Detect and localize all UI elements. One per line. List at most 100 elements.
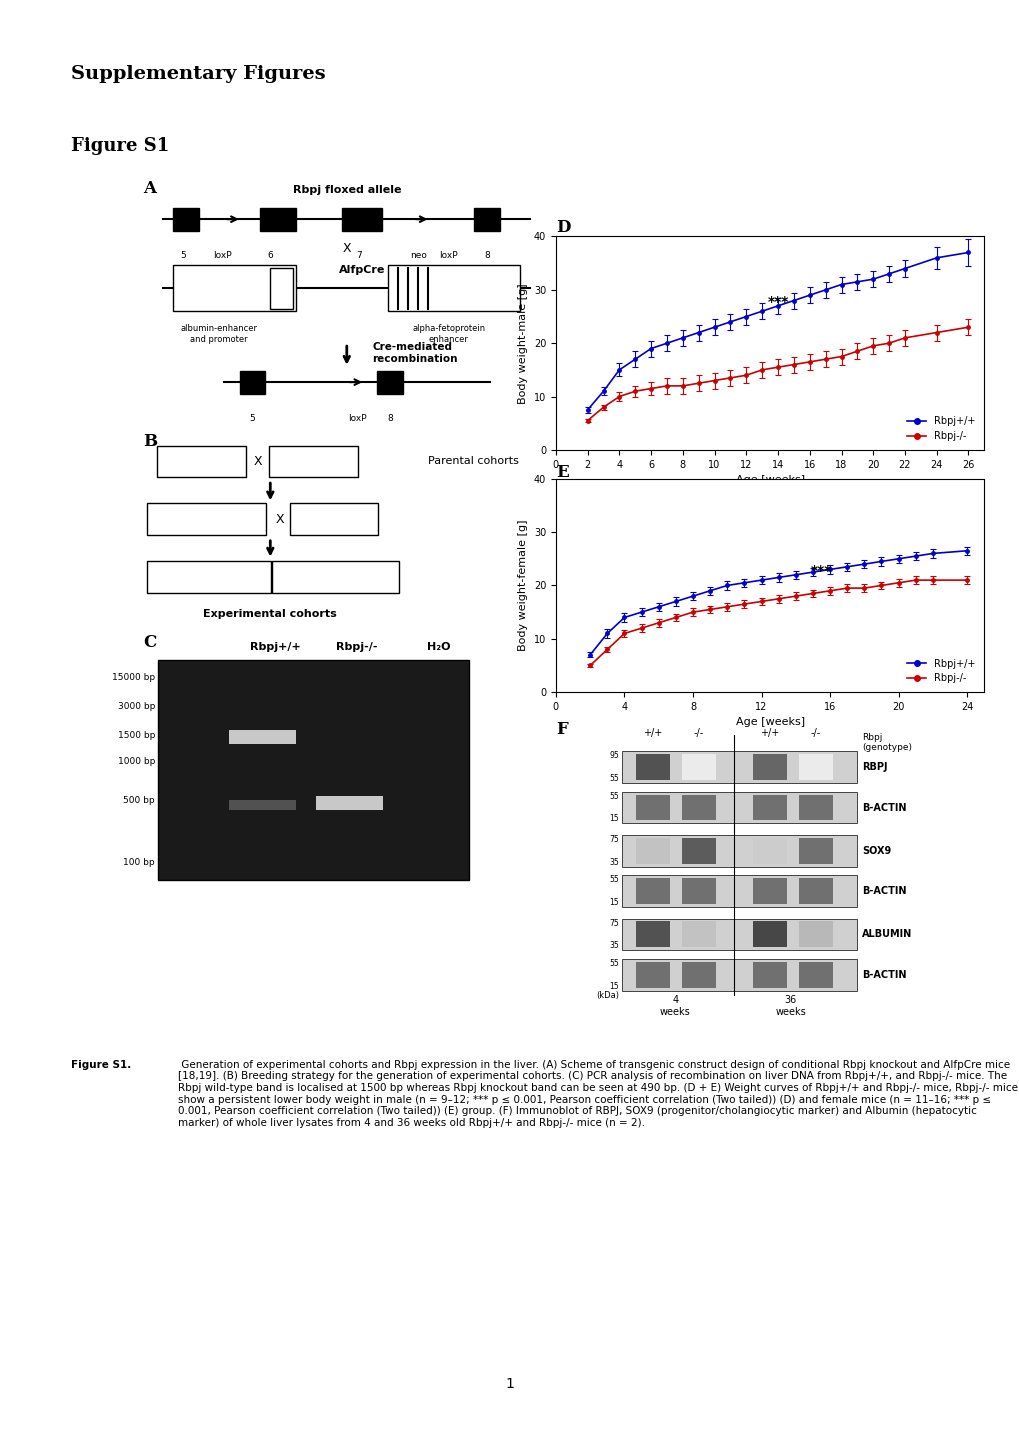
- Legend: Rbpj+/+, Rbpj-/-: Rbpj+/+, Rbpj-/-: [902, 655, 978, 688]
- Bar: [753, 795, 787, 820]
- Bar: [753, 754, 787, 780]
- FancyBboxPatch shape: [272, 561, 398, 593]
- Bar: [622, 792, 856, 823]
- Bar: [799, 921, 833, 947]
- Text: Generation of experimental cohorts and Rbpj expression in the liver. (A) Scheme : Generation of experimental cohorts and R…: [178, 1060, 1018, 1128]
- Text: 55: 55: [608, 875, 619, 884]
- Bar: [636, 795, 669, 820]
- Text: loxP: loxP: [439, 251, 458, 260]
- Bar: [622, 835, 856, 867]
- Bar: [474, 208, 499, 231]
- Text: SOX9: SOX9: [861, 846, 891, 855]
- Text: AlfpCre: AlfpCre: [338, 265, 385, 275]
- Text: Cre-mediated
recombination: Cre-mediated recombination: [372, 343, 458, 363]
- Text: A: A: [143, 180, 156, 198]
- Text: 1000 bp: 1000 bp: [117, 757, 155, 766]
- Text: X: X: [254, 454, 262, 469]
- Text: 100 bp: 100 bp: [123, 858, 155, 867]
- Y-axis label: Body weight-male [g]: Body weight-male [g]: [518, 283, 528, 404]
- Bar: [229, 730, 296, 744]
- X-axis label: Age [weeks]: Age [weeks]: [735, 476, 804, 485]
- FancyBboxPatch shape: [147, 503, 266, 535]
- Text: Supplementary Figures: Supplementary Figures: [71, 65, 326, 82]
- Text: X: X: [342, 241, 351, 255]
- Bar: [260, 208, 296, 231]
- Text: Experimental cohorts: Experimental cohorts: [203, 609, 337, 619]
- Bar: [239, 371, 265, 394]
- Bar: [799, 878, 833, 904]
- Bar: [682, 838, 715, 864]
- Text: albumin-enhancer
and promoter: albumin-enhancer and promoter: [180, 324, 258, 343]
- Bar: [799, 962, 833, 988]
- Bar: [173, 265, 296, 311]
- Bar: [387, 265, 520, 311]
- Bar: [636, 921, 669, 947]
- Legend: Rbpj+/+, Rbpj-/-: Rbpj+/+, Rbpj-/-: [902, 412, 978, 446]
- Text: 8: 8: [484, 251, 490, 260]
- Text: CRE: CRE: [274, 286, 288, 291]
- Text: 1500 bp: 1500 bp: [117, 731, 155, 740]
- Text: 75: 75: [608, 835, 619, 844]
- Text: B-ACTIN: B-ACTIN: [861, 887, 906, 895]
- Text: 3000 bp: 3000 bp: [117, 702, 155, 711]
- Bar: [377, 371, 403, 394]
- Bar: [636, 754, 669, 780]
- Text: 7: 7: [356, 251, 362, 260]
- Bar: [799, 795, 833, 820]
- Text: alpha-fetoprotein
enhancer: alpha-fetoprotein enhancer: [412, 324, 485, 343]
- Text: 500 bp: 500 bp: [123, 796, 155, 805]
- Text: 15: 15: [609, 815, 619, 823]
- Text: 35: 35: [608, 858, 619, 867]
- Bar: [622, 919, 856, 950]
- Text: 55: 55: [608, 959, 619, 968]
- Text: Figure S1: Figure S1: [71, 137, 169, 154]
- Text: Rbpj floxed allele: Rbpj floxed allele: [292, 185, 400, 195]
- Text: ***: ***: [766, 294, 788, 309]
- Text: 15: 15: [609, 898, 619, 907]
- Text: 15000 bp: 15000 bp: [112, 673, 155, 682]
- Text: Rbpj+/+: Rbpj+/+: [250, 642, 301, 652]
- Text: 55: 55: [608, 774, 619, 783]
- Text: ALBUMIN: ALBUMIN: [861, 930, 911, 939]
- Text: loxP: loxP: [213, 251, 231, 260]
- Text: Rbpj fl/fl: Rbpj fl/fl: [288, 457, 338, 466]
- Bar: [799, 838, 833, 864]
- Bar: [636, 878, 669, 904]
- Text: 15: 15: [609, 982, 619, 991]
- Text: -/-: -/-: [693, 728, 703, 738]
- Text: (kDa): (kDa): [595, 991, 619, 999]
- Text: E: E: [555, 464, 569, 482]
- Text: +/+: +/+: [643, 728, 661, 738]
- Text: 5: 5: [249, 414, 255, 423]
- Text: ***: ***: [810, 564, 832, 578]
- Bar: [682, 878, 715, 904]
- FancyBboxPatch shape: [157, 446, 246, 477]
- Text: AlfpCre+ Rbpj fl/+: AlfpCre+ Rbpj fl/+: [153, 515, 260, 523]
- Text: 8: 8: [387, 414, 393, 423]
- Text: Rbpj
(genotype): Rbpj (genotype): [861, 733, 911, 751]
- Bar: [682, 795, 715, 820]
- Text: B: B: [143, 433, 157, 450]
- Y-axis label: Body weight-female [g]: Body weight-female [g]: [518, 519, 528, 652]
- Text: AlfpCre+ & Rbpj fl/fl: AlfpCre+ & Rbpj fl/fl: [150, 572, 268, 581]
- Bar: [173, 208, 199, 231]
- Text: F: F: [555, 721, 568, 738]
- Text: +/+: +/+: [760, 728, 779, 738]
- Text: AlfpCre- & Rbpj fl/fl: AlfpCre- & Rbpj fl/fl: [278, 572, 392, 581]
- Bar: [753, 878, 787, 904]
- Bar: [229, 800, 296, 810]
- Bar: [753, 921, 787, 947]
- FancyBboxPatch shape: [147, 561, 271, 593]
- Text: 6: 6: [267, 251, 273, 260]
- Text: D: D: [555, 219, 570, 236]
- Bar: [753, 838, 787, 864]
- Bar: [799, 754, 833, 780]
- Bar: [316, 796, 382, 810]
- Text: B-ACTIN: B-ACTIN: [861, 803, 906, 812]
- Text: 75: 75: [608, 919, 619, 927]
- Text: 95: 95: [608, 751, 619, 760]
- Text: Rbpj-/-: Rbpj-/-: [336, 642, 377, 652]
- Bar: [622, 751, 856, 783]
- Text: -/-: -/-: [810, 728, 820, 738]
- Text: C: C: [143, 634, 156, 652]
